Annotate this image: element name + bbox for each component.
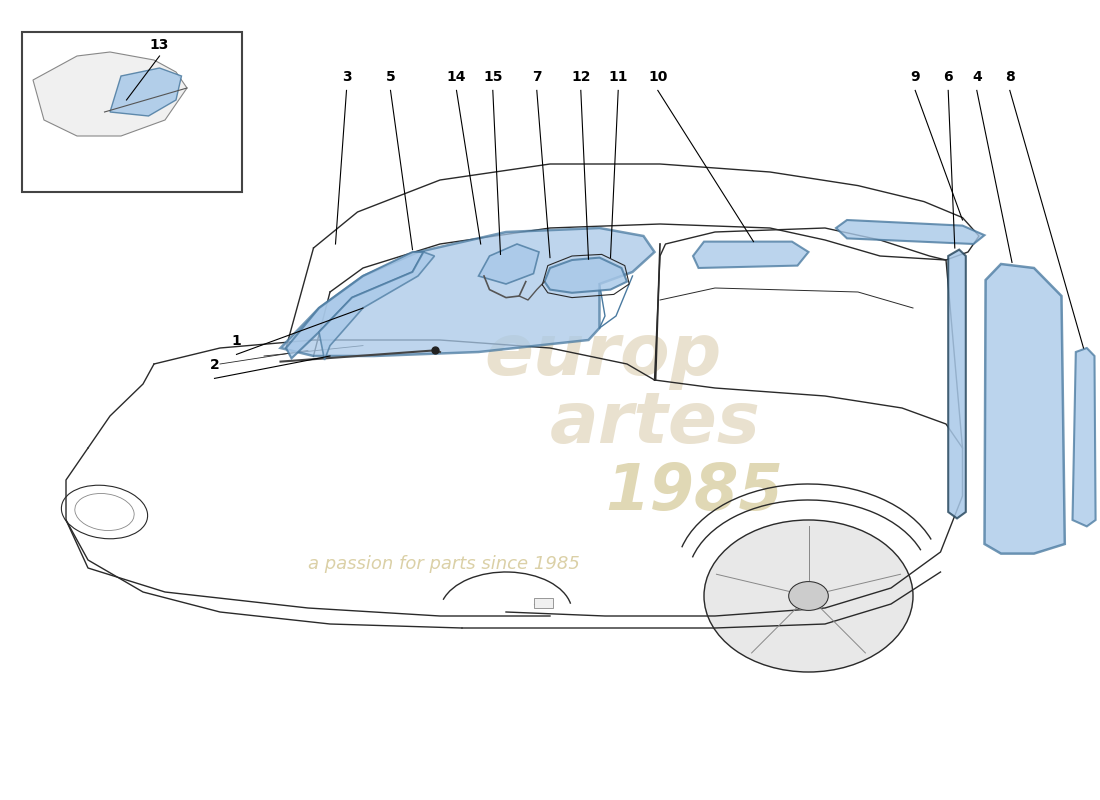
Text: 10: 10 — [648, 70, 668, 84]
Text: 1985: 1985 — [605, 461, 783, 523]
Polygon shape — [948, 250, 966, 518]
Polygon shape — [33, 52, 187, 136]
Text: 12: 12 — [571, 70, 591, 84]
Polygon shape — [1072, 348, 1096, 526]
Bar — [534, 598, 553, 608]
Text: 3: 3 — [342, 70, 351, 84]
Polygon shape — [110, 68, 182, 116]
Polygon shape — [693, 242, 808, 268]
Text: 4: 4 — [972, 70, 981, 84]
Circle shape — [789, 582, 828, 610]
Polygon shape — [280, 228, 654, 356]
Text: 13: 13 — [150, 38, 169, 52]
Text: 5: 5 — [386, 70, 395, 84]
Text: a passion for parts since 1985: a passion for parts since 1985 — [308, 555, 580, 573]
Text: 6: 6 — [944, 70, 953, 84]
Text: artes: artes — [550, 390, 761, 458]
Text: 7: 7 — [532, 70, 541, 84]
Polygon shape — [836, 220, 984, 244]
Bar — [22, 32, 242, 192]
Circle shape — [704, 520, 913, 672]
Polygon shape — [286, 252, 424, 358]
Text: 2: 2 — [210, 358, 219, 372]
Polygon shape — [478, 244, 539, 284]
Polygon shape — [319, 252, 435, 360]
Text: 9: 9 — [911, 70, 920, 84]
Polygon shape — [984, 264, 1065, 554]
Text: 11: 11 — [608, 70, 628, 84]
Polygon shape — [544, 258, 627, 293]
Text: 14: 14 — [447, 70, 466, 84]
Text: europ: europ — [484, 322, 722, 390]
Text: 8: 8 — [1005, 70, 1014, 84]
Text: 15: 15 — [483, 70, 503, 84]
Text: 1: 1 — [232, 334, 241, 348]
